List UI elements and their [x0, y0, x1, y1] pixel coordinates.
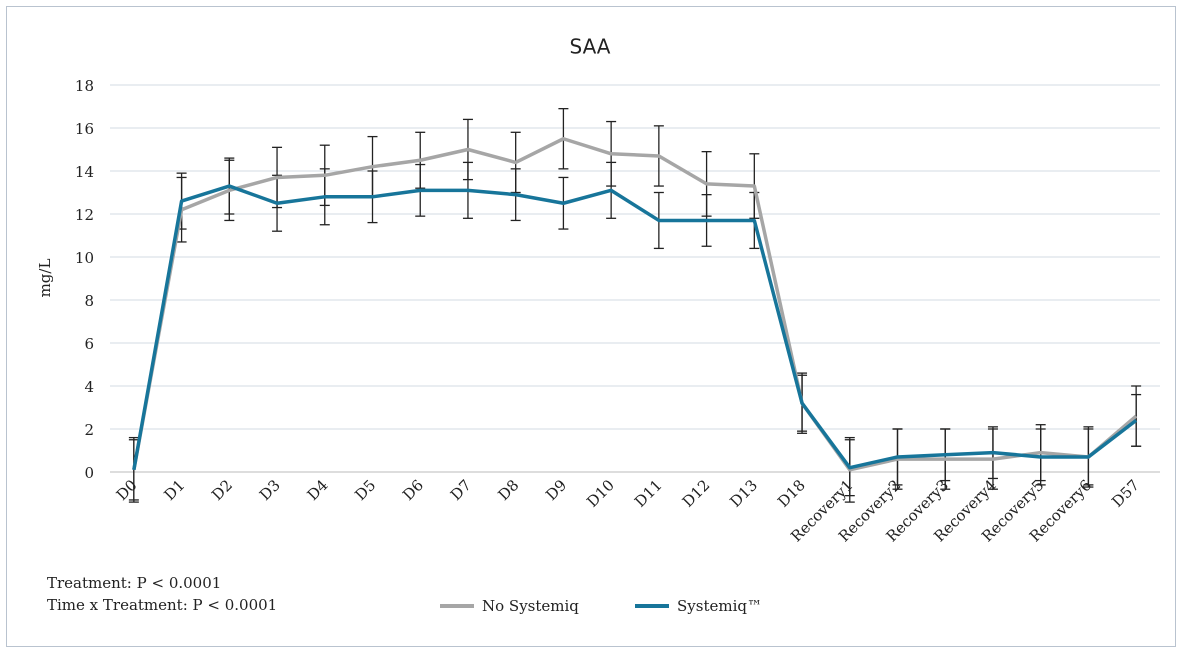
y-tick-label: 18: [75, 77, 94, 95]
y-axis-label: mg/L: [36, 259, 54, 298]
y-tick-label: 0: [84, 464, 94, 482]
annotation: Time x Treatment: P < 0.0001: [47, 596, 277, 614]
chart-frame: [6, 6, 1176, 647]
y-tick-label: 6: [84, 335, 94, 353]
y-tick-label: 8: [84, 292, 94, 310]
y-tick-label: 2: [84, 421, 94, 439]
series-line: [132, 184, 1138, 471]
y-tick-label: 14: [75, 163, 94, 181]
y-tick-label: 16: [75, 120, 94, 138]
y-tick-label: 12: [75, 206, 94, 224]
legend-label: Systemiq™: [677, 597, 762, 615]
annotation: Treatment: P < 0.0001: [47, 574, 221, 592]
legend-label: No Systemiq: [482, 597, 579, 615]
y-tick-label: 4: [84, 378, 94, 396]
chart-title: SAA: [570, 35, 611, 59]
series-line: [132, 137, 1138, 472]
y-tick-label: 10: [75, 249, 94, 267]
